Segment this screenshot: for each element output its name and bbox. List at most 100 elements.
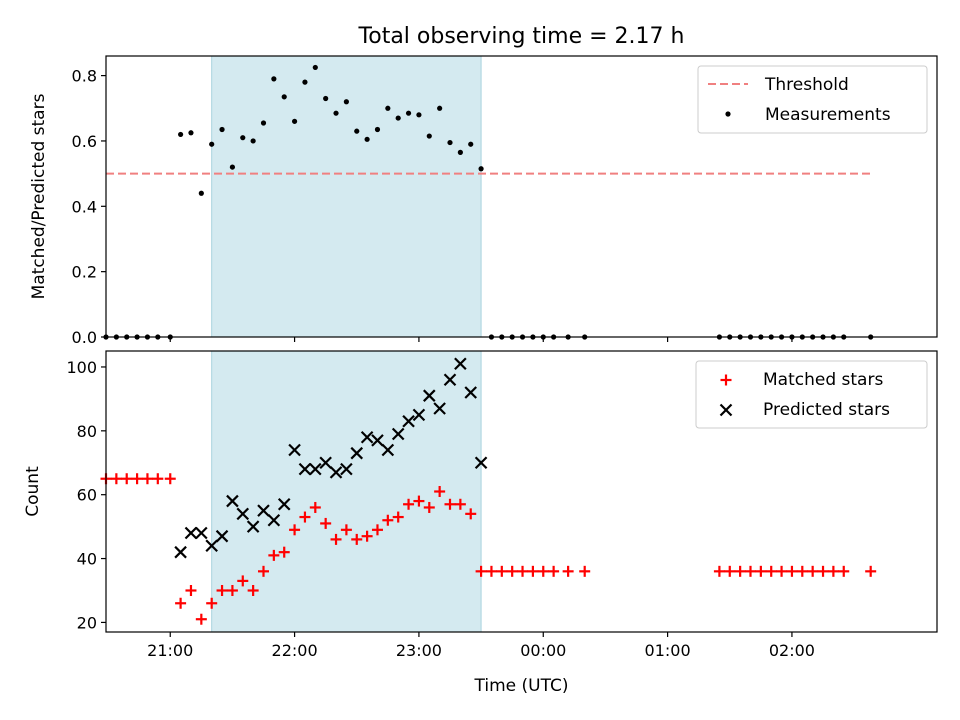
matched-stars-point <box>175 597 187 609</box>
y-tick-label: 100 <box>66 358 97 377</box>
bottom-legend-box <box>695 360 928 429</box>
matched-stars-point <box>776 565 788 577</box>
measurement-point <box>219 126 225 133</box>
matched-stars-point <box>817 565 829 577</box>
predicted-stars-point <box>288 443 301 457</box>
matched-stars-point <box>237 575 249 587</box>
top-y-axis-ticks: 0.0 0.2 0.4 0.6 0.8 <box>72 67 106 347</box>
predicted-stars-point <box>402 414 415 428</box>
predicted-stars-point <box>319 456 332 470</box>
measurement-point <box>437 105 443 111</box>
predicted-stars-point <box>309 462 322 476</box>
matched-stars-point <box>110 473 122 485</box>
x-axis-label: Time (UTC) <box>474 676 569 696</box>
measurement-point <box>426 133 432 139</box>
predicted-stars-point <box>277 497 291 511</box>
measurement-point <box>188 130 194 136</box>
matched-stars-point <box>413 495 425 507</box>
measurement-point <box>395 115 401 121</box>
measurement-point <box>385 105 391 111</box>
bottom-y-axis-ticks: 20 40 60 80 100 <box>66 358 106 632</box>
bottom-y-axis-label: Count <box>23 466 43 517</box>
predicted-stars-point <box>329 466 343 479</box>
predicted-stars-point <box>381 443 395 457</box>
predicted-stars-point <box>454 357 467 371</box>
predicted-stars-point <box>464 386 478 399</box>
chart-title: Total observing time = 2.17 h <box>358 24 685 49</box>
top-panel-frame <box>105 55 938 338</box>
matched-stars-point <box>517 565 529 577</box>
matched-stars-point <box>548 565 560 577</box>
matched-stars-point <box>403 498 415 510</box>
matched-stars-point <box>340 524 352 536</box>
measurement-point <box>333 110 339 116</box>
matched-stars-point <box>475 565 487 577</box>
y-tick-label: 0.6 <box>72 132 97 151</box>
predicted-stars-point <box>443 373 457 387</box>
matched-stars-point <box>185 584 197 596</box>
matched-stars-point <box>382 514 394 526</box>
predicted-stars-point <box>246 520 260 533</box>
matched-stars-point <box>485 565 497 577</box>
predicted-stars-point <box>371 434 384 447</box>
predicted-stars-point <box>423 389 436 402</box>
legend-predicted-marker <box>719 403 733 417</box>
measurement-point <box>457 149 463 155</box>
matched-stars-point <box>392 511 404 523</box>
y-tick-label: 80 <box>77 422 97 441</box>
predicted-stars-point <box>195 526 208 540</box>
x-tick-label: 21:00 <box>147 641 193 660</box>
matched-stars-point <box>206 597 218 609</box>
measurement-point <box>281 94 287 100</box>
predicted-stars-point <box>184 526 198 540</box>
matched-stars-point <box>807 565 819 577</box>
matched-stars-point <box>865 565 877 577</box>
predicted-stars-point <box>412 408 426 422</box>
y-tick-label: 40 <box>77 550 97 569</box>
y-tick-label: 0.0 <box>72 328 97 347</box>
x-tick-label: 22:00 <box>272 641 318 660</box>
matched-stars-point <box>361 530 373 542</box>
y-tick-label: 60 <box>77 486 97 505</box>
x-tick-label: 23:00 <box>396 641 442 660</box>
measurement-point <box>312 64 318 71</box>
matched-stars-point <box>423 501 435 513</box>
predicted-stars-point <box>236 507 250 521</box>
predicted-stars-point <box>174 545 187 559</box>
matched-stars-point <box>713 565 725 577</box>
matched-stars-point <box>309 501 321 513</box>
measurement-point <box>405 110 412 116</box>
top-x-axis-ticks <box>169 337 793 342</box>
predicted-stars-point <box>360 430 374 444</box>
legend-measurements-label: Measurements <box>765 105 891 125</box>
x-tick-label: 01:00 <box>645 641 691 660</box>
predicted-stars-point <box>298 462 312 476</box>
matched-stars-point <box>506 565 518 577</box>
matched-stars-point <box>537 565 549 577</box>
measurement-point <box>209 141 215 147</box>
matched-stars-point <box>527 565 539 577</box>
matched-stars-point <box>289 524 301 536</box>
legend-x-glyph <box>719 403 733 417</box>
bottom-panel-marks <box>100 357 877 625</box>
matched-stars-point <box>320 517 332 529</box>
legend-measurements-marker <box>725 111 731 117</box>
matched-stars-point <box>141 473 153 485</box>
predicted-stars-point <box>391 427 405 441</box>
matched-stars-point <box>796 565 808 577</box>
predicted-stars-point <box>474 456 488 470</box>
predicted-stars-point <box>215 529 229 543</box>
bottom-legend: Matched stars Predicted stars <box>695 360 928 429</box>
x-tick-label: 00:00 <box>520 641 566 660</box>
predicted-stars-point <box>340 462 353 476</box>
matched-stars-point <box>121 473 133 485</box>
measurement-point <box>416 112 422 118</box>
matched-stars-point <box>195 613 207 625</box>
matched-stars-point <box>226 584 238 596</box>
matched-stars-point <box>268 549 280 561</box>
top-legend: Threshold Measurements <box>697 65 928 134</box>
y-tick-label: 0.4 <box>72 197 97 216</box>
bottom-x-axis-ticks: 21:00 22:00 23:00 00:00 01:00 02:00 <box>147 632 815 660</box>
measurement-point <box>198 190 204 196</box>
predicted-stars-point <box>267 513 281 527</box>
